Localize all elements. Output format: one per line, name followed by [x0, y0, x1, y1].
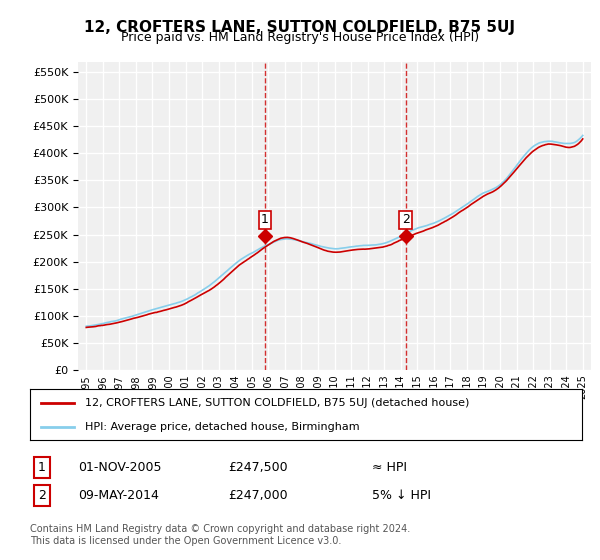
Text: 09-MAY-2014: 09-MAY-2014 [78, 489, 159, 502]
Text: 2: 2 [38, 489, 46, 502]
Text: 2: 2 [402, 213, 410, 226]
Text: 5% ↓ HPI: 5% ↓ HPI [372, 489, 431, 502]
Text: ≈ HPI: ≈ HPI [372, 461, 407, 474]
Text: 01-NOV-2005: 01-NOV-2005 [78, 461, 161, 474]
Text: 12, CROFTERS LANE, SUTTON COLDFIELD, B75 5UJ: 12, CROFTERS LANE, SUTTON COLDFIELD, B75… [85, 20, 515, 35]
Text: 1: 1 [261, 213, 269, 226]
Text: HPI: Average price, detached house, Birmingham: HPI: Average price, detached house, Birm… [85, 422, 360, 432]
Text: £247,500: £247,500 [228, 461, 287, 474]
Text: Price paid vs. HM Land Registry's House Price Index (HPI): Price paid vs. HM Land Registry's House … [121, 31, 479, 44]
Text: £247,000: £247,000 [228, 489, 287, 502]
Text: 1: 1 [38, 461, 46, 474]
Text: 12, CROFTERS LANE, SUTTON COLDFIELD, B75 5UJ (detached house): 12, CROFTERS LANE, SUTTON COLDFIELD, B75… [85, 398, 470, 408]
Text: Contains HM Land Registry data © Crown copyright and database right 2024.
This d: Contains HM Land Registry data © Crown c… [30, 524, 410, 546]
